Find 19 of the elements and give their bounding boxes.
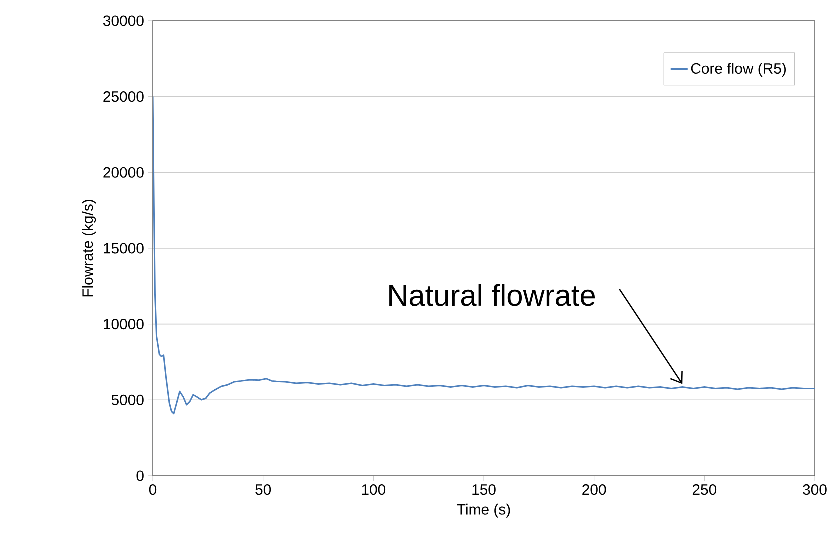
y-tick-label: 0 bbox=[136, 470, 144, 482]
x-axis-title: Time (s) bbox=[457, 504, 510, 518]
y-tick-label: 10000 bbox=[104, 319, 144, 330]
legend-label: Core flow (R5) bbox=[691, 63, 786, 77]
x-tick-label: 0 bbox=[149, 484, 157, 496]
y-tick-label: 30000 bbox=[103, 16, 144, 26]
y-axis-title: Flowrate (kg/s) bbox=[82, 200, 96, 297]
x-tick-label: 50 bbox=[256, 484, 272, 496]
x-tick-label: 150 bbox=[472, 484, 496, 496]
x-tick-label: 200 bbox=[582, 484, 606, 496]
x-tick-label: 300 bbox=[803, 484, 827, 496]
annotation: Natural flowrate bbox=[390, 284, 596, 306]
y-tick-label: 5000 bbox=[112, 394, 144, 406]
x-tick-label: 100 bbox=[362, 484, 386, 496]
line-series bbox=[153, 96, 816, 415]
y-tick-label: 15000 bbox=[104, 243, 144, 254]
x-tick-label: 250 bbox=[692, 484, 717, 496]
y-tick-label: 25000 bbox=[104, 92, 144, 102]
y-tick-label: 20000 bbox=[104, 167, 144, 178]
